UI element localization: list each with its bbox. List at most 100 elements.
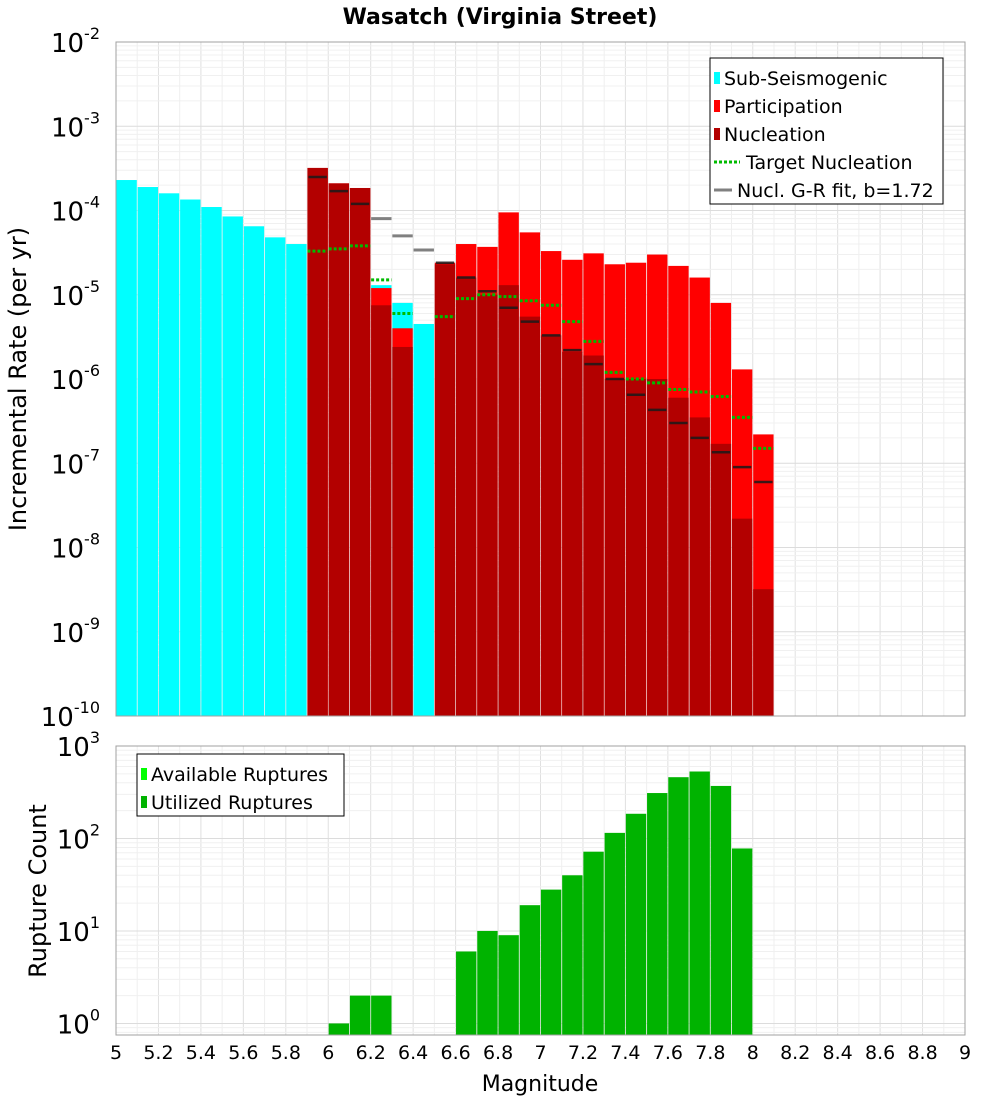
nucleation-bar [753, 589, 774, 716]
x-tick-label: 6.6 [440, 1042, 470, 1064]
x-tick-label: 8.4 [823, 1042, 853, 1064]
bottom-y-tick-label: 102 [57, 820, 100, 855]
x-tick-label: 8.8 [907, 1042, 937, 1064]
nucleation-bar [349, 187, 371, 716]
utilized-ruptures-bar [604, 832, 625, 1035]
x-tick-label: 7.6 [653, 1042, 683, 1064]
utilized-ruptures-bar [498, 935, 519, 1035]
nucleation-bar [731, 518, 753, 716]
x-tick-label: 5.4 [186, 1042, 216, 1064]
x-tick-label: 6 [322, 1042, 334, 1064]
utilized-ruptures-bar [625, 813, 647, 1035]
x-axis-label: Magnitude [482, 1072, 599, 1097]
nucleation-bar [668, 397, 689, 716]
utilized-ruptures-bar [689, 771, 710, 1035]
sub-seismogenic-bar [222, 216, 243, 716]
bottom-legend: Available Ruptures Utilized Ruptures [136, 753, 345, 817]
nucleation-bar [647, 379, 668, 716]
x-tick-label: 7.8 [695, 1042, 725, 1064]
utilized-ruptures-bar [519, 905, 541, 1035]
x-tick-label: 5.6 [228, 1042, 258, 1064]
top-y-tick-label: 10-3 [51, 108, 100, 143]
top-legend-swatch [714, 128, 720, 140]
top-legend-label: Sub-Seismogenic [724, 68, 888, 90]
bottom-y-axis-ticks: 100 101 102 103 [57, 728, 100, 1040]
x-tick-label: 9 [959, 1042, 971, 1064]
bottom-bars [328, 771, 753, 1035]
top-y-tick-label: 10-4 [51, 193, 100, 228]
sub-seismogenic-bar [286, 244, 307, 717]
nucleation-bar [689, 417, 710, 716]
nucleation-bar [477, 294, 498, 716]
utilized-ruptures-bar [562, 875, 583, 1035]
top-legend-box [709, 57, 944, 205]
x-tick-label: 8.2 [780, 1042, 810, 1064]
bottom-legend-box [136, 753, 345, 817]
x-tick-label: 8 [747, 1042, 759, 1064]
utilized-ruptures-bar [647, 793, 668, 1035]
nucleation-bar [625, 379, 647, 716]
sub-seismogenic-bar [137, 187, 159, 716]
nucleation-bar [519, 316, 541, 716]
bottom-y-tick-label: 100 [57, 1005, 100, 1040]
x-tick-label: 6.2 [356, 1042, 386, 1064]
bottom-y-axis-label: Rupture Count [24, 804, 52, 978]
top-y-tick-label: 10-6 [51, 361, 100, 396]
sub-seismogenic-bar [180, 199, 201, 716]
sub-seismogenic-bar [243, 226, 265, 716]
bottom-y-tick-label: 101 [57, 913, 100, 948]
utilized-ruptures-bar [540, 889, 562, 1035]
x-tick-label: 5.8 [271, 1042, 301, 1064]
bottom-plot-border [115, 745, 966, 1036]
x-axis-ticks: 5 5.2 5.4 5.6 5.8 6 6.2 6.4 6.6 6.8 7 7.2 7.4 7.6 7.8 8… [110, 1042, 971, 1064]
nucleation-bar [392, 346, 413, 716]
nucleation-bar [307, 167, 328, 717]
top-legend-swatch [714, 72, 720, 84]
bottom-legend-label: Available Ruptures [151, 764, 328, 786]
nucleation-bar [434, 264, 456, 716]
nucleation-bar [328, 183, 350, 716]
top-y-tick-label: 10-2 [51, 24, 100, 59]
top-plot-border [115, 41, 966, 717]
x-tick-label: 5 [110, 1042, 122, 1064]
bottom-y-tick-label: 103 [57, 728, 100, 763]
sub-seismogenic-bar [264, 237, 286, 717]
top-bars [116, 167, 774, 717]
nucleation-bar [710, 443, 732, 716]
top-y-tick-label: 10-8 [51, 530, 100, 565]
nucleation-bar [456, 277, 477, 716]
x-tick-label: 5.2 [143, 1042, 173, 1064]
bottom-legend-swatch [141, 768, 147, 780]
utilized-ruptures-bar [371, 995, 392, 1035]
top-legend: Sub-Seismogenic Participation Nucleation Ta… [709, 57, 944, 205]
chart-title: Wasatch (Virginia Street) [343, 5, 658, 30]
nucleation-bar [371, 305, 392, 716]
utilized-ruptures-bar [583, 851, 604, 1035]
x-tick-label: 7.4 [610, 1042, 640, 1064]
nucleation-bar [498, 285, 519, 716]
top-legend-label: Target Nucleation [745, 152, 913, 174]
utilized-ruptures-bar [731, 848, 753, 1035]
sub-seismogenic-bar [201, 207, 222, 716]
top-legend-swatch [714, 100, 720, 112]
top-legend-label: Nucleation [724, 124, 826, 146]
x-tick-label: 6.8 [483, 1042, 513, 1064]
top-y-tick-label: 10-9 [51, 614, 100, 649]
top-y-tick-label: 10-7 [51, 445, 100, 480]
nucleation-bar [604, 379, 625, 716]
sub-seismogenic-bar [158, 193, 180, 717]
nucleation-bar [583, 355, 604, 716]
sub-seismogenic-bar [413, 323, 434, 716]
bottom-legend-label: Utilized Ruptures [151, 792, 313, 814]
top-y-tick-label: 10-10 [41, 698, 100, 733]
top-legend-label: Participation [724, 96, 843, 118]
top-y-axis-ticks: 10-10 10-9 10-8 10-7 10-6 10-5 10-4 10-3 10-2 [41, 24, 100, 733]
top-y-axis-label: Incremental Rate (per yr) [4, 227, 32, 531]
top-marks [307, 175, 774, 484]
top-y-tick-label: 10-5 [51, 277, 100, 312]
x-tick-label: 6.4 [398, 1042, 428, 1064]
sub-seismogenic-bar [116, 180, 137, 717]
utilized-ruptures-bar [710, 785, 732, 1035]
bottom-legend-swatch [141, 796, 147, 808]
